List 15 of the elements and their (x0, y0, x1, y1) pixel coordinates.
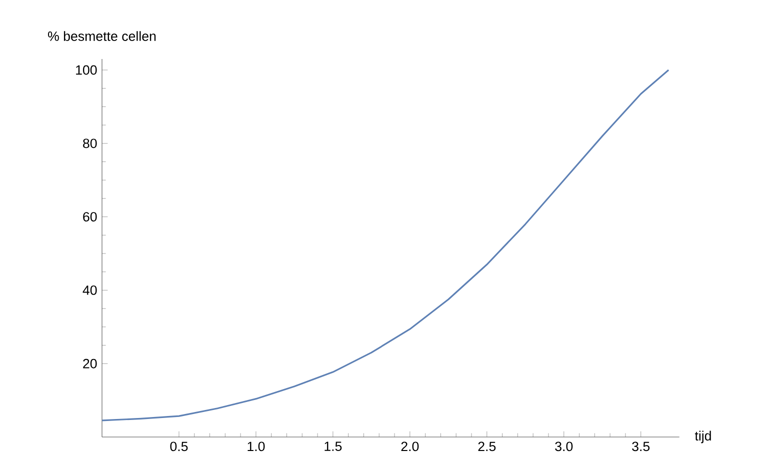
x-tick-label: 1.0 (248, 442, 265, 452)
line-series (101, 69, 670, 422)
x-tick-label: 2.5 (478, 442, 496, 452)
x-tick-label: 1.5 (324, 442, 342, 452)
y-tick-label: 100 (76, 65, 97, 75)
y-tick-label: 20 (83, 358, 97, 368)
x-tick-label: 2.0 (401, 442, 419, 452)
x-tick-label: 0.5 (170, 442, 188, 452)
y-tick-label: 40 (82, 285, 97, 295)
x-axis-title: tijd (694, 430, 711, 444)
x-tick-label: 3.0 (555, 442, 573, 452)
y-tick-label: 80 (83, 138, 97, 148)
y-axis-title: % besmette cellen (48, 31, 156, 41)
x-tick-label: 3.5 (632, 442, 650, 452)
y-tick-label: 60 (83, 212, 97, 222)
